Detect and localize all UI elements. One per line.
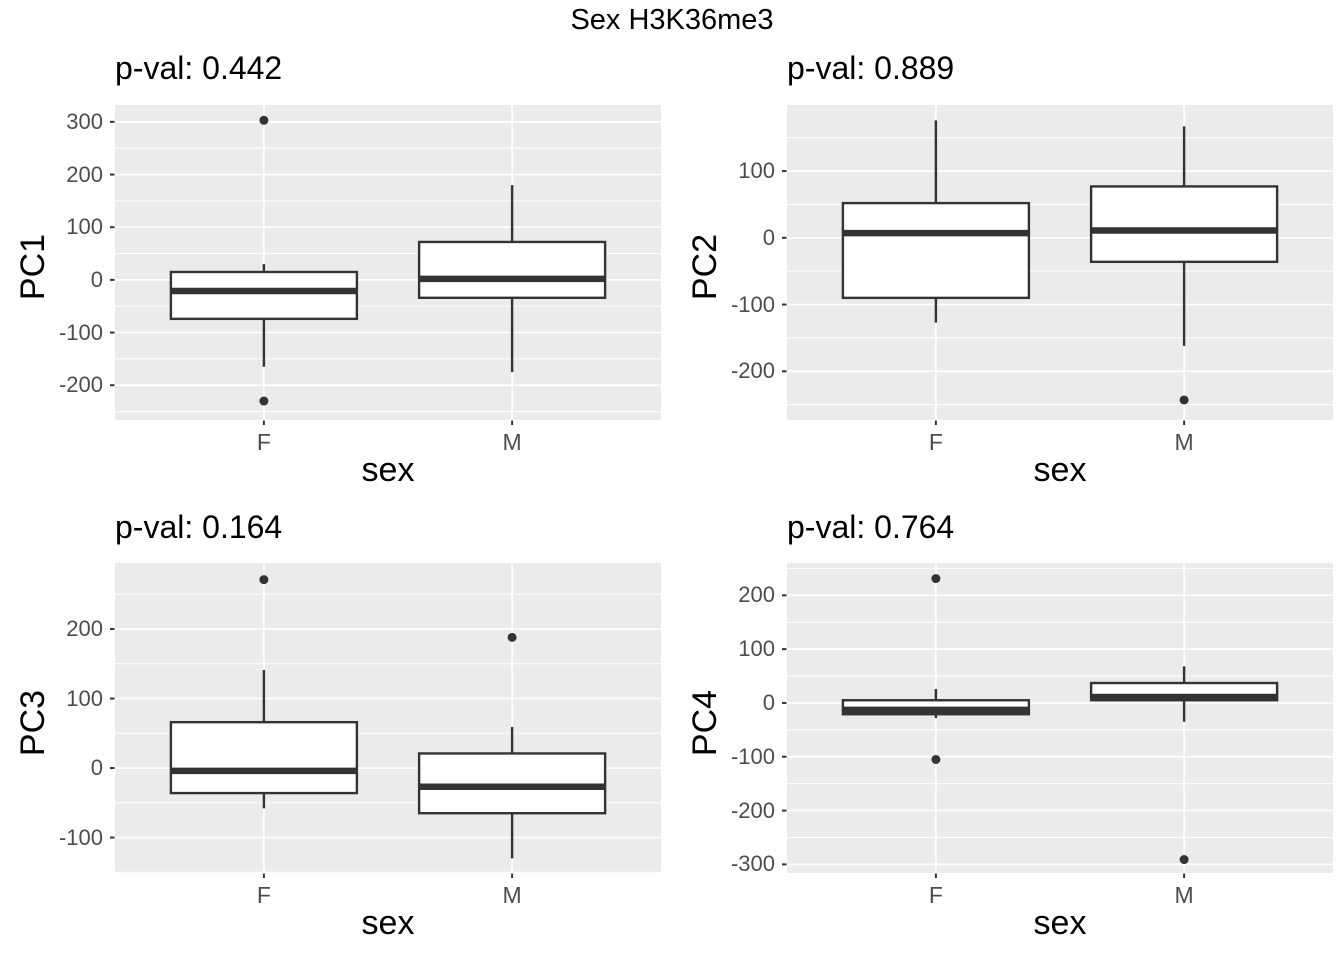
- x-tick-label: F: [928, 429, 943, 455]
- box-pc2-m: [1089, 126, 1279, 405]
- box-pc1-m: [417, 185, 607, 373]
- y-tick-label: 200: [738, 582, 775, 608]
- outlier-point: [259, 115, 269, 125]
- y-tick-label: 100: [66, 214, 103, 240]
- outlier-point: [259, 396, 269, 406]
- outlier-point: [259, 575, 269, 585]
- y-tick-label: 0: [90, 755, 103, 781]
- panel-pc3-subtitle: p-val: 0.164: [115, 509, 283, 545]
- y-tick-label: -100: [58, 319, 103, 345]
- outlier-point: [507, 632, 517, 642]
- box-pc1-f: [169, 115, 359, 406]
- boxplot-canvas-pc2: [782, 105, 1333, 425]
- y-tick-label: -100: [730, 743, 775, 769]
- y-tick-label: 0: [90, 266, 103, 292]
- x-tick-label: M: [1174, 882, 1194, 908]
- y-tick-label: 0: [762, 224, 775, 250]
- y-tick-label: 100: [738, 158, 775, 184]
- y-tick-label: -200: [730, 797, 775, 823]
- y-tick-label: -100: [730, 291, 775, 317]
- y-tick-label: -200: [730, 358, 775, 384]
- y-tick-label: -200: [58, 372, 103, 398]
- y-tick-label: 200: [66, 616, 103, 642]
- outlier-point: [1179, 395, 1189, 405]
- panel-background: [787, 563, 1333, 873]
- y-tick-label: 100: [66, 685, 103, 711]
- panel-background: [115, 563, 661, 873]
- panel-pc4-x-axis-title: sex: [1033, 904, 1087, 942]
- x-tick-label: M: [1174, 429, 1194, 455]
- box-pc4-f: [841, 574, 1031, 764]
- iqr-box: [169, 270, 359, 321]
- y-tick-label: 200: [66, 161, 103, 187]
- chart-title: Sex H3K36me3: [570, 4, 774, 36]
- y-tick-label: -300: [730, 851, 775, 877]
- y-tick-label: 100: [738, 636, 775, 662]
- boxplot-canvas-pc3: [110, 563, 661, 878]
- iqr-box: [417, 752, 607, 815]
- panel-pc2-x-axis-title: sex: [1033, 451, 1087, 489]
- iqr-box: [1089, 185, 1279, 264]
- panel-pc2-subtitle: p-val: 0.889: [787, 50, 955, 86]
- panel-pc4-subtitle: p-val: 0.764: [787, 509, 955, 545]
- box-pc4-m: [1089, 666, 1279, 865]
- x-tick-label: F: [256, 882, 271, 908]
- y-tick-label: 300: [66, 108, 103, 134]
- boxplot-canvas-pc1: [110, 105, 661, 425]
- iqr-box: [417, 240, 607, 299]
- panel-pc1-subtitle: p-val: 0.442: [115, 50, 283, 86]
- y-tick-label: -100: [58, 824, 103, 850]
- y-tick-label: 0: [762, 689, 775, 715]
- box-pc2-f: [841, 120, 1031, 323]
- iqr-box: [169, 720, 359, 795]
- outlier-point: [1179, 855, 1189, 865]
- box-pc3-f: [169, 575, 359, 809]
- outlier-point: [931, 574, 941, 584]
- iqr-box: [841, 201, 1031, 300]
- x-tick-label: F: [928, 882, 943, 908]
- x-tick-label: M: [502, 882, 522, 908]
- panel-pc1-x-axis-title: sex: [361, 451, 415, 489]
- x-tick-label: M: [502, 429, 522, 455]
- outlier-point: [931, 754, 941, 764]
- panel-pc3-x-axis-title: sex: [361, 904, 415, 942]
- x-tick-label: F: [256, 429, 271, 455]
- boxplot-canvas-pc4: [782, 563, 1333, 878]
- box-pc3-m: [417, 632, 607, 859]
